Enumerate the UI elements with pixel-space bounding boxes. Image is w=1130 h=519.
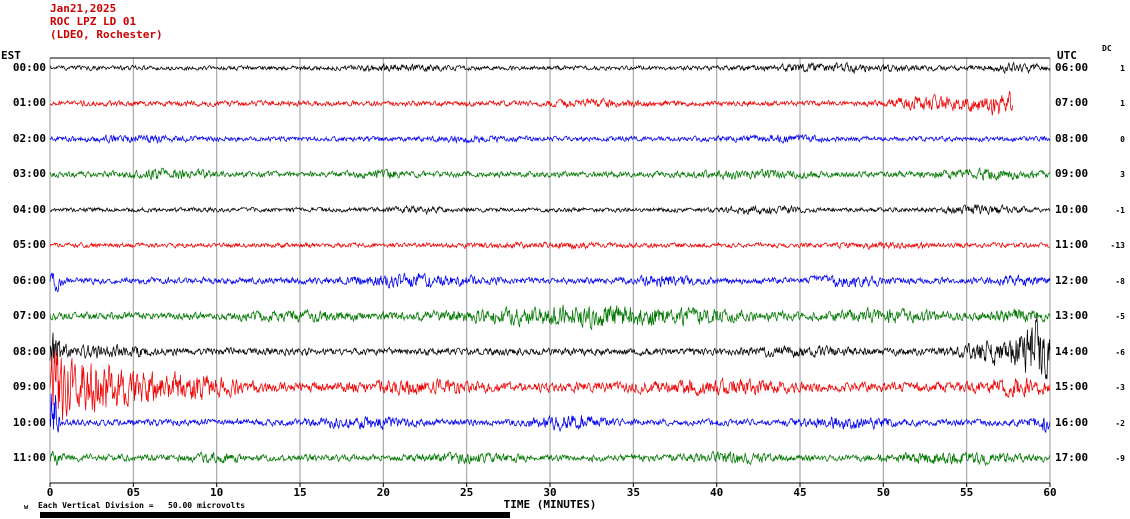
trace-0500: [49, 241, 1050, 251]
x-tick-50: 50: [876, 486, 890, 499]
x-tick-25: 25: [460, 486, 474, 499]
row-label-est-0700: 07:00: [12, 309, 46, 323]
header-station: ROC LPZ LD 01: [50, 15, 137, 28]
x-tick-60: 60: [1043, 486, 1057, 499]
row-dc-value: -2: [1115, 418, 1125, 428]
row-label-est-0900: 09:00: [12, 380, 46, 394]
row-label-utc-1600: 16:00: [1055, 415, 1089, 429]
x-axis-title: TIME (MINUTES): [503, 498, 597, 511]
row-label-utc-0800: 08:00: [1055, 131, 1089, 145]
header-network: (LDEO, Rochester): [50, 28, 163, 41]
row-label-utc-1100: 11:00: [1055, 238, 1089, 252]
trace-0100: [49, 91, 1014, 116]
row-label-est-0500: 05:00: [12, 238, 46, 252]
est-axis-label: EST: [1, 49, 21, 62]
row-dc-value: -13: [1110, 241, 1125, 251]
row-label-utc-1700: 17:00: [1055, 450, 1089, 464]
row-label-utc-1300: 13:00: [1055, 309, 1089, 323]
row-dc-value: -1: [1115, 205, 1125, 215]
trace-0200: [49, 133, 1051, 145]
row-label-utc-0600: 06:00: [1055, 61, 1089, 74]
trace-1100: [49, 450, 1051, 467]
row-dc-value: -3: [1115, 383, 1125, 393]
row-label-est-0000: 00:00: [12, 61, 46, 74]
row-dc-value: 1: [1120, 99, 1125, 109]
trace-0700: [49, 304, 1051, 331]
row-label-utc-1000: 10:00: [1055, 202, 1089, 216]
x-tick-40: 40: [710, 486, 724, 499]
row-label-est-0400: 04:00: [12, 202, 46, 216]
row-label-est-1100: 11:00: [12, 450, 46, 464]
row-dc-value: 1: [1120, 64, 1125, 73]
row-label-est-0100: 01:00: [12, 96, 46, 110]
row-dc-value: 0: [1120, 134, 1125, 144]
row-label-utc-1200: 12:00: [1055, 273, 1089, 287]
x-tick-10: 10: [210, 486, 224, 499]
row-dc-value: -6: [1115, 347, 1125, 357]
row-label-est-1000: 10:00: [12, 415, 46, 429]
trace-0600: [49, 272, 1051, 293]
bottom-bar: [40, 512, 510, 518]
trace-0000: [49, 61, 1051, 75]
trace-1000: [49, 393, 1051, 434]
row-label-est-0300: 03:00: [12, 167, 46, 181]
row-dc-value: -8: [1115, 276, 1125, 286]
row-label-utc-1500: 15:00: [1055, 380, 1089, 394]
trace-0800: [49, 316, 1051, 380]
row-dc-value: -5: [1115, 312, 1125, 322]
row-label-utc-1400: 14:00: [1055, 344, 1089, 358]
row-label-est-0800: 08:00: [12, 344, 46, 358]
dc-axis-label: DC: [1102, 44, 1112, 53]
x-tick-0: 0: [46, 486, 54, 499]
x-tick-20: 20: [376, 486, 390, 499]
header-date: Jan21,2025: [50, 2, 117, 15]
x-tick-15: 15: [293, 486, 307, 499]
header: Jan21,2025 ROC LPZ LD 01 (LDEO, Rocheste…: [50, 2, 163, 41]
trace-0300: [49, 167, 1051, 182]
row-label-utc-0700: 07:00: [1055, 96, 1089, 110]
trace-0400: [49, 203, 1051, 216]
row-dc-value: 3: [1120, 170, 1125, 180]
watermark: w: [24, 503, 29, 511]
utc-axis-label: UTC: [1057, 49, 1077, 62]
row-dc-value: -9: [1115, 453, 1125, 463]
x-tick-05: 05: [126, 486, 140, 499]
scale-note: Each Vertical Division = 50.00 microvolt…: [38, 501, 246, 510]
row-label-utc-0900: 09:00: [1055, 167, 1089, 181]
row-label-est-0600: 06:00: [12, 273, 46, 287]
x-tick-55: 55: [960, 486, 974, 499]
x-tick-45: 45: [793, 486, 807, 499]
row-label-est-0200: 02:00: [12, 131, 46, 145]
x-tick-35: 35: [626, 486, 640, 499]
x-tick-30: 30: [543, 486, 557, 499]
trace-0900: [49, 349, 1051, 421]
